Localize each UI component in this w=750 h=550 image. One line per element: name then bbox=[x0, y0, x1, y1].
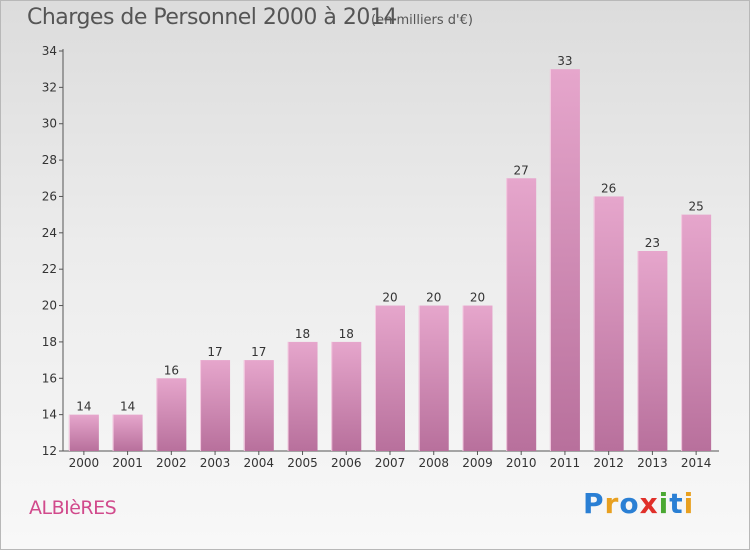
labels: 14 14 16 17 17 18 18 20 20 20 27 33 26 23 25 bbox=[76, 54, 704, 413]
bar bbox=[243, 360, 274, 451]
y-tick-label: 22 bbox=[42, 262, 57, 276]
logo-letter: i bbox=[683, 487, 695, 520]
bar bbox=[462, 305, 493, 451]
bar bbox=[112, 414, 143, 451]
y-tick-label: 24 bbox=[42, 226, 57, 240]
y-tick-label: 14 bbox=[42, 408, 57, 422]
bar-value-label: 33 bbox=[557, 54, 572, 68]
bar bbox=[593, 196, 624, 451]
x-tick-label: 2002 bbox=[156, 456, 187, 470]
x-tick-label: 2003 bbox=[200, 456, 231, 470]
bars bbox=[68, 69, 712, 452]
chart-subtitle: (en milliers d'€) bbox=[371, 13, 473, 28]
bar-value-label: 17 bbox=[251, 345, 266, 359]
y-tick-label: 12 bbox=[42, 444, 57, 458]
logo-letter: t bbox=[669, 487, 684, 520]
x-tick-label: 2014 bbox=[681, 456, 712, 470]
y-tick-label: 18 bbox=[42, 335, 57, 349]
bar bbox=[287, 341, 318, 451]
y-tick-label: 28 bbox=[42, 153, 57, 167]
bar bbox=[549, 69, 580, 451]
x-tick-label: 2005 bbox=[287, 456, 318, 470]
bar bbox=[68, 414, 99, 451]
x-tick-label: 2001 bbox=[112, 456, 143, 470]
bar-value-label: 20 bbox=[426, 291, 441, 305]
y-tick-label: 26 bbox=[42, 189, 57, 203]
y-tick-label: 30 bbox=[42, 117, 57, 131]
bar bbox=[681, 214, 712, 451]
x-tick-label: 2013 bbox=[637, 456, 668, 470]
proxiti-logo: Proxiti bbox=[583, 487, 694, 520]
bar-value-label: 14 bbox=[120, 400, 135, 414]
y-tick-label: 32 bbox=[42, 80, 57, 94]
logo-letter: o bbox=[619, 487, 640, 520]
bar bbox=[200, 360, 231, 451]
axes: 12 14 16 18 20 22 24 26 28 30 32 34 2000 2001 2002 2003… bbox=[42, 44, 719, 470]
y-tick-label: 20 bbox=[42, 299, 57, 313]
x-tick-label: 2004 bbox=[244, 456, 275, 470]
x-tick-label: 2008 bbox=[418, 456, 449, 470]
bar-value-label: 20 bbox=[470, 291, 485, 305]
bar-value-label: 20 bbox=[382, 291, 397, 305]
logo-letter: x bbox=[639, 487, 659, 520]
bar bbox=[156, 378, 187, 451]
bar-value-label: 16 bbox=[164, 363, 179, 377]
bar bbox=[506, 178, 537, 452]
bar bbox=[418, 305, 449, 451]
x-tick-label: 2009 bbox=[462, 456, 493, 470]
bar-value-label: 25 bbox=[688, 200, 703, 214]
x-tick-label: 2006 bbox=[331, 456, 362, 470]
commune-name: ALBIèRES bbox=[29, 497, 117, 519]
y-tick-label: 16 bbox=[42, 371, 57, 385]
x-tick-label: 2011 bbox=[550, 456, 581, 470]
bar-value-label: 26 bbox=[601, 181, 616, 195]
chart-title: Charges de Personnel 2000 à 2014 bbox=[27, 5, 397, 30]
logo-letter: P bbox=[583, 487, 605, 520]
x-tick-label: 2007 bbox=[375, 456, 406, 470]
bar-value-label: 18 bbox=[339, 327, 354, 341]
bar-value-label: 23 bbox=[645, 236, 660, 250]
bar-value-label: 17 bbox=[207, 345, 222, 359]
bar bbox=[375, 305, 405, 451]
y-tick-label: 34 bbox=[42, 44, 57, 58]
bar bbox=[637, 251, 668, 451]
x-tick-label: 2000 bbox=[69, 456, 100, 470]
x-tick-label: 2010 bbox=[506, 456, 537, 470]
bar-value-label: 27 bbox=[514, 163, 529, 177]
logo-letter: i bbox=[658, 487, 670, 520]
bar bbox=[331, 341, 362, 451]
bar-value-label: 14 bbox=[76, 400, 91, 414]
logo-letter: r bbox=[604, 487, 620, 520]
x-tick-label: 2012 bbox=[593, 456, 624, 470]
bar-value-label: 18 bbox=[295, 327, 310, 341]
